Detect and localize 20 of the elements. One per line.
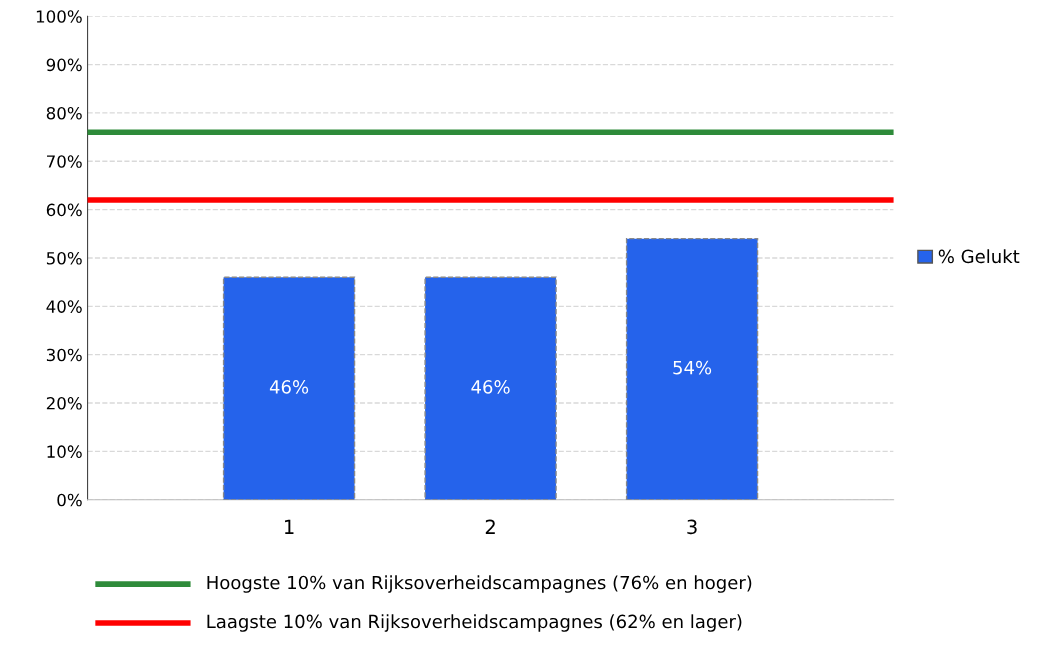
legend-label: Laagste 10% van Rijksoverheidscampagnes (62% en lager): [207, 614, 742, 632]
x-tick-label: 1: [285, 519, 294, 534]
y-tick-label: 40%: [46, 300, 82, 313]
y-tick-label: 30%: [46, 348, 82, 362]
x-tick-label: 3: [687, 519, 697, 535]
data-label: 54%: [673, 360, 712, 375]
y-tick-label: 20%: [46, 396, 82, 410]
y-tick-label: 90%: [46, 58, 82, 72]
data-label: 46%: [269, 380, 309, 394]
y-tick-label: 80%: [46, 106, 82, 120]
y-tick-label: 0%: [57, 493, 82, 507]
y-tick-label: 70%: [47, 155, 82, 168]
y-tick-label: 10%: [47, 445, 82, 458]
legend-label: % Gelukt: [938, 249, 1020, 264]
y-tick-label: 60%: [46, 203, 82, 217]
data-label: 46%: [471, 380, 510, 394]
y-tick-label: 50%: [46, 251, 82, 265]
legend-label: Hoogste 10% van Rijksoverheidscampagnes (76% en hoger): [207, 575, 752, 593]
y-tick-label: 100%: [36, 10, 82, 23]
x-tick-label: 2: [485, 519, 495, 534]
